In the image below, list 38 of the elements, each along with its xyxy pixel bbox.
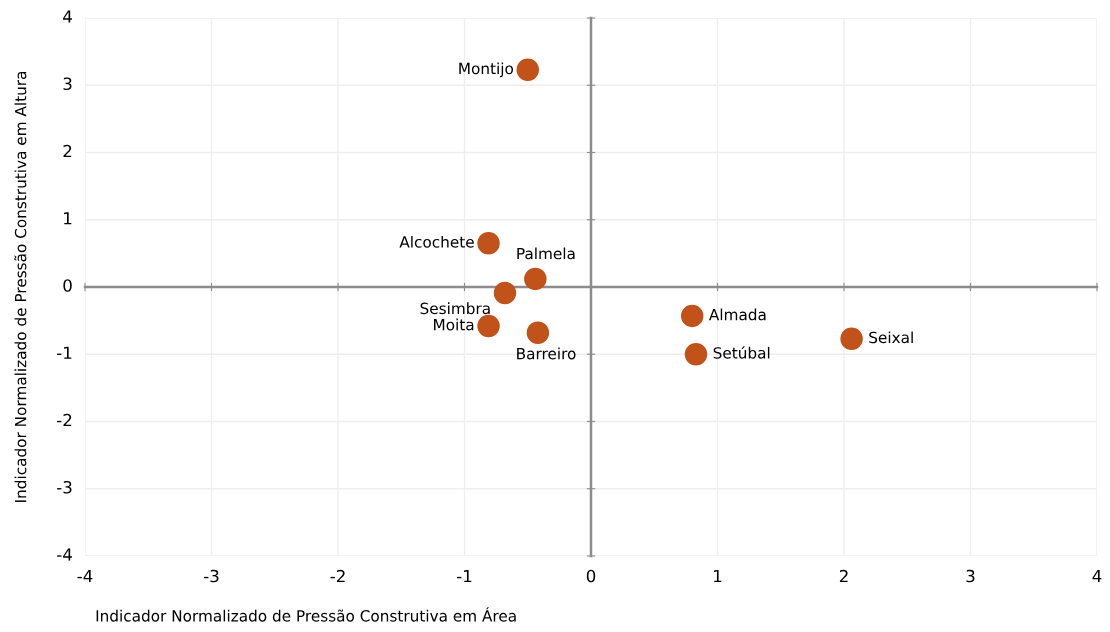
point [477, 314, 500, 338]
y-tick-label: 2 [63, 144, 72, 158]
annotation: Seixal [869, 331, 913, 344]
point [516, 58, 539, 82]
point [840, 327, 863, 351]
x-tick-label: 2 [839, 569, 848, 583]
x-tick-label: -3 [204, 569, 219, 583]
point [477, 232, 500, 255]
annotation: Barreiro [517, 347, 576, 360]
point [680, 304, 704, 328]
x-tick-label: 1 [714, 569, 722, 583]
point [526, 321, 550, 344]
x-tick-label: 0 [586, 569, 596, 583]
y-tick-label: -4 [57, 548, 72, 561]
y-tick-label: 1 [64, 212, 72, 225]
y-tick-label: -1 [57, 346, 72, 359]
x-tick-label: -4 [77, 569, 93, 583]
y-tick-label: 0 [63, 279, 72, 292]
annotation: Sesimbra [420, 302, 490, 315]
x-tick-label: -1 [457, 569, 472, 583]
x-tick-label: -2 [330, 569, 345, 583]
x-axis-title: Indicador Normalizado de Pressão Construtiva em Área [96, 607, 516, 622]
point [524, 267, 547, 291]
point [493, 281, 517, 305]
point [684, 343, 708, 366]
x-tick-label: 4 [1092, 569, 1102, 583]
annotation: Montijo [459, 62, 514, 78]
annotation: Setúbal [713, 346, 770, 359]
y-tick-label: -3 [57, 480, 72, 494]
annotation: Alcochete [399, 235, 474, 248]
y-tick-label: -2 [57, 413, 72, 427]
annotation: Palmela [517, 247, 575, 260]
y-tick-label: 4 [63, 10, 72, 23]
annotation: Moita [434, 318, 474, 331]
y-axis-title: Indicador Normalizado de Pressão Construtiva em Altura [14, 71, 27, 502]
y-tick-label: 3 [63, 77, 72, 91]
x-tick-label: 3 [966, 569, 975, 583]
annotation: Almada [708, 308, 766, 321]
